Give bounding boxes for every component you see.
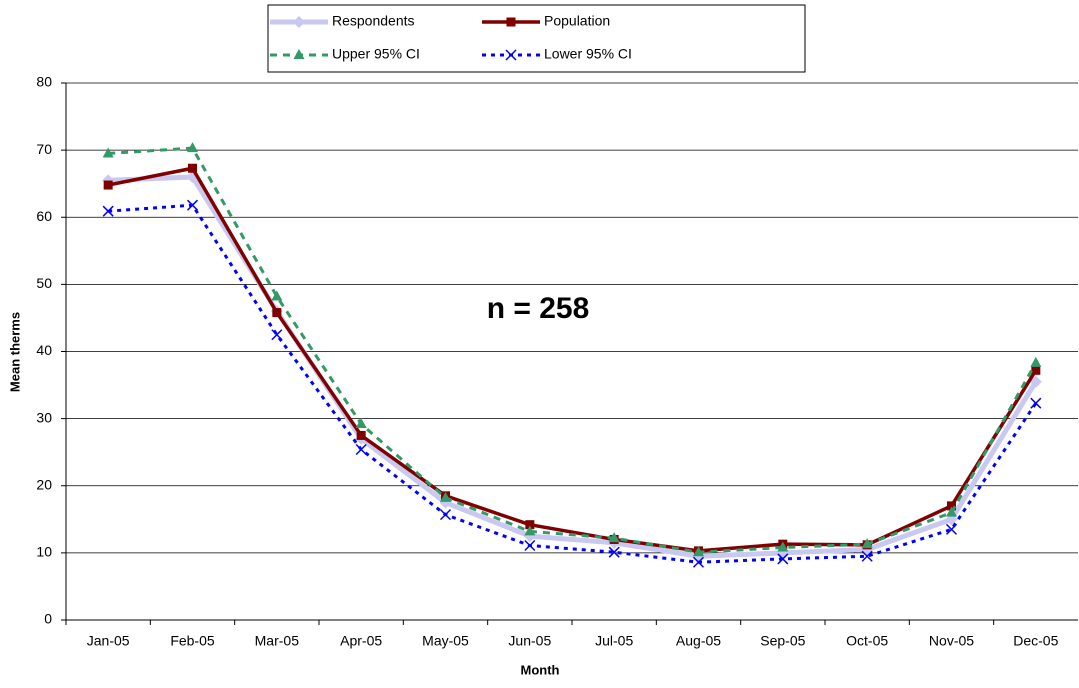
y-tick-label: 80 bbox=[36, 74, 52, 90]
marker bbox=[525, 520, 535, 530]
y-tick-label: 70 bbox=[36, 141, 52, 157]
marker bbox=[946, 506, 957, 517]
x-tick-label: Dec-05 bbox=[1013, 633, 1058, 649]
marker bbox=[188, 163, 197, 173]
x-tick-label: May-05 bbox=[422, 633, 469, 649]
series-line bbox=[108, 174, 1038, 559]
marker bbox=[187, 142, 198, 153]
marker bbox=[1029, 375, 1042, 388]
marker bbox=[186, 199, 199, 211]
legend-label: Upper 95% CI bbox=[332, 46, 420, 62]
x-tick-label: Feb-05 bbox=[170, 633, 215, 649]
marker bbox=[861, 538, 873, 549]
marker bbox=[293, 49, 305, 59]
marker bbox=[692, 556, 705, 568]
marker bbox=[947, 501, 956, 511]
y-tick-label: 30 bbox=[36, 409, 52, 425]
annotation: n = 258 bbox=[487, 292, 590, 325]
y-tick-label: 10 bbox=[36, 544, 52, 560]
marker bbox=[777, 553, 789, 565]
marker bbox=[355, 417, 367, 428]
x-axis-label: Month bbox=[521, 662, 560, 677]
marker bbox=[103, 180, 113, 190]
marker bbox=[693, 546, 704, 557]
x-tick-label: Aug-05 bbox=[676, 633, 721, 649]
marker bbox=[524, 525, 536, 536]
x-tick-label: Sep-05 bbox=[760, 633, 805, 649]
marker bbox=[355, 443, 367, 456]
marker bbox=[524, 539, 536, 552]
marker bbox=[608, 546, 620, 558]
marker bbox=[102, 205, 114, 217]
legend-label: Respondents bbox=[332, 13, 415, 29]
marker bbox=[505, 49, 517, 61]
series-line bbox=[107, 166, 1038, 553]
marker bbox=[271, 290, 283, 301]
y-tick-label: 20 bbox=[36, 476, 52, 492]
marker bbox=[102, 147, 114, 158]
marker bbox=[608, 532, 620, 543]
series-line bbox=[108, 203, 1038, 564]
y-tick-label: 50 bbox=[36, 275, 52, 291]
legend-box bbox=[267, 4, 806, 73]
y-tick-label: 40 bbox=[36, 342, 52, 358]
marker bbox=[1030, 397, 1042, 409]
marker bbox=[272, 308, 282, 318]
x-tick-label: Jun-05 bbox=[508, 633, 551, 649]
series-line bbox=[108, 146, 1038, 554]
y-tick-label: 0 bbox=[44, 611, 52, 627]
y-axis-label: Mean therms bbox=[7, 312, 22, 392]
x-tick-label: Apr-05 bbox=[340, 633, 382, 649]
marker bbox=[271, 329, 283, 341]
marker bbox=[439, 509, 452, 521]
legend-label: Lower 95% CI bbox=[544, 46, 632, 62]
marker bbox=[356, 430, 366, 440]
x-tick-label: Jan-05 bbox=[87, 633, 130, 649]
marker bbox=[945, 523, 958, 535]
marker bbox=[1031, 365, 1041, 375]
marker bbox=[1030, 356, 1042, 367]
legend-label: Population bbox=[544, 13, 610, 29]
x-tick-label: Jul-05 bbox=[595, 633, 633, 649]
x-tick-label: Nov-05 bbox=[929, 633, 974, 649]
marker bbox=[777, 541, 789, 552]
marker bbox=[506, 17, 516, 27]
x-tick-label: Mar-05 bbox=[255, 633, 300, 649]
x-tick-label: Oct-05 bbox=[846, 633, 888, 649]
marker bbox=[293, 16, 305, 28]
y-tick-label: 60 bbox=[36, 208, 52, 224]
marker bbox=[440, 491, 451, 502]
marker bbox=[861, 550, 873, 562]
